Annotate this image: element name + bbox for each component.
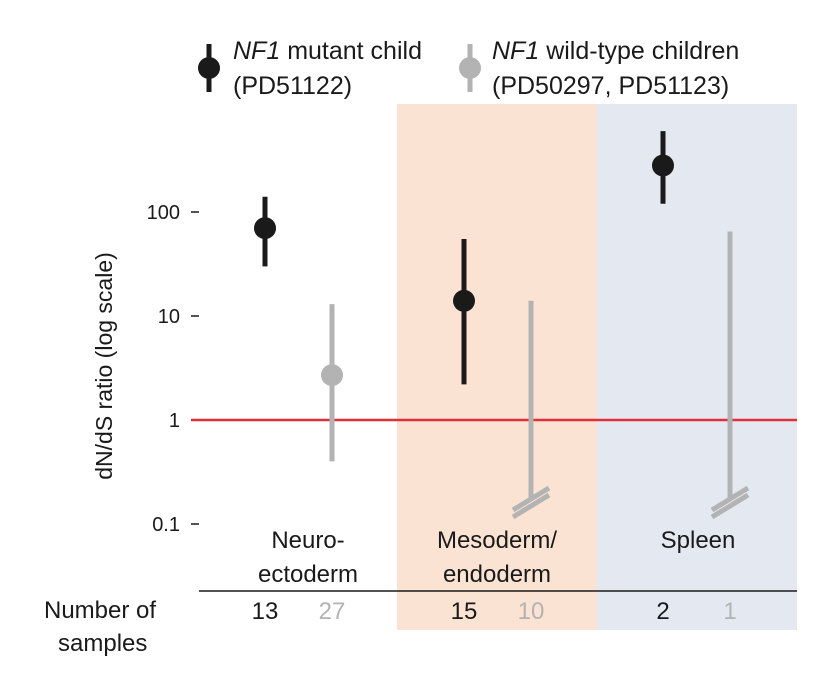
legend-wildtype-label: wild-type children [545, 37, 739, 65]
sample-count: 13 [252, 598, 279, 625]
category-label: endoderm [443, 561, 551, 588]
legend-mutant-gene: NF1 [233, 37, 280, 65]
sample-count: 1 [723, 598, 736, 625]
y-tick-label: 100 [147, 202, 180, 224]
legend-mutant-marker [198, 44, 220, 92]
y-tick-label: 0.1 [152, 514, 180, 536]
axis-break-mark [511, 485, 551, 513]
sample-count: 27 [319, 598, 346, 625]
sample-count: 15 [451, 598, 478, 625]
legend-wildtype-title: NF1 wild-type children [492, 37, 739, 65]
counts-label-line2: samples [58, 630, 147, 657]
axis-break-mark [710, 492, 750, 520]
sample-counts: 13 15 2 27 10 1 [252, 598, 737, 625]
axis-break-mark [511, 492, 551, 520]
sample-count: 2 [656, 598, 669, 625]
category-label: Spleen [661, 527, 736, 554]
legend-mutant-title: NF1 mutant child [233, 37, 422, 65]
legend-wildtype-marker [459, 44, 481, 92]
data-point [321, 364, 343, 387]
legend-mutant-label: mutant child [287, 37, 422, 65]
data-point [254, 217, 276, 240]
legend-wildtype-samples: (PD50297, PD51123) [492, 72, 729, 100]
data-marks [254, 131, 750, 520]
category-label: Neuro- [271, 527, 344, 554]
data-point [453, 289, 475, 312]
counts-label-line1: Number of [44, 597, 156, 624]
category-label: ectoderm [258, 561, 358, 588]
y-tick-label: 1 [169, 410, 180, 432]
mesoderm-background [397, 104, 597, 630]
sample-count: 10 [518, 598, 545, 625]
axis-break-mark [710, 485, 750, 513]
data-point [652, 154, 674, 177]
y-tick-label: 10 [158, 306, 180, 328]
legend: NF1 mutant child (PD51122) NF1 wild-type… [198, 37, 739, 100]
category-labels: Neuro-ectoderm Mesoderm/endoderm Spleen [258, 527, 735, 588]
category-label: Mesoderm/ [437, 527, 557, 554]
spleen-background [597, 104, 797, 630]
y-axis-label: dN/dS ratio (log scale) [91, 252, 117, 480]
legend-mutant-samples: (PD51122) [233, 72, 352, 100]
legend-wildtype-gene: NF1 [492, 37, 539, 65]
y-axis: 0.1 1 10 100 [147, 202, 199, 536]
